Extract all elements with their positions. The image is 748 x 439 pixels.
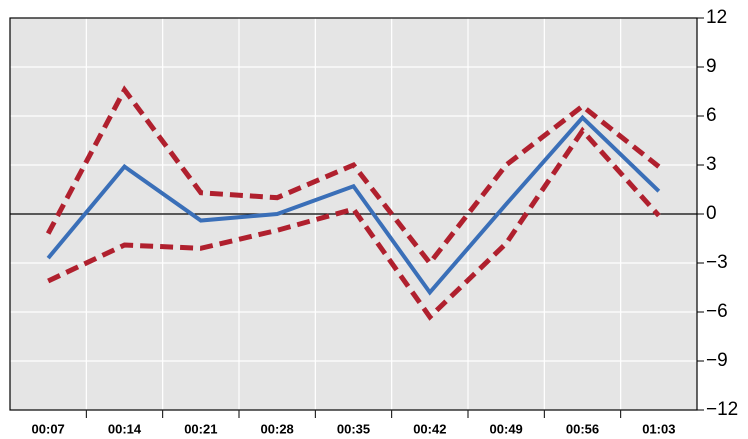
band-line	[47, 126, 661, 321]
x-tick-label: 00:28	[261, 421, 294, 436]
band-line	[45, 85, 661, 268]
y-tick-label: −9	[706, 350, 728, 371]
y-tick-label: 6	[706, 105, 717, 126]
y-tick-label: 0	[706, 203, 717, 224]
x-tick-label: 00:49	[490, 421, 523, 436]
x-tick-label: 00:21	[184, 421, 217, 436]
y-tick-label: −6	[706, 301, 728, 322]
y-tick-label: 9	[706, 56, 717, 77]
x-tick-label: 00:56	[566, 421, 599, 436]
x-tick-label: 00:42	[413, 421, 446, 436]
plot-border	[9, 17, 698, 411]
x-tick-label: 00:35	[337, 421, 370, 436]
y-tick-label: −12	[706, 399, 738, 420]
y-tick-label: 12	[706, 7, 727, 28]
x-tick-label: 01:03	[642, 421, 675, 436]
y-tick-label: 3	[706, 154, 717, 175]
x-tick-label: 00:14	[108, 421, 142, 436]
series-line	[46, 114, 661, 296]
x-tick-label: 00:07	[32, 421, 65, 436]
y-tick-label: −3	[706, 252, 728, 273]
